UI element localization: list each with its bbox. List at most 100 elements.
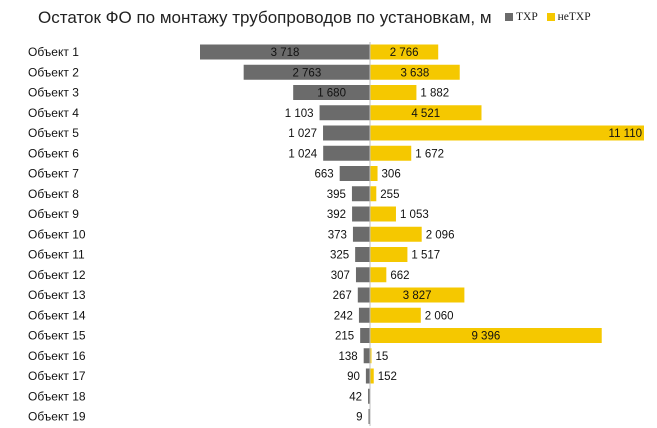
legend-label-nethr: неТХР [557, 11, 591, 23]
bar-nethr [370, 206, 396, 222]
bar-thr [339, 166, 370, 181]
data-label-thr: 1 027 [288, 128, 317, 140]
bar-nethr [370, 307, 421, 323]
bar-thr [368, 388, 370, 404]
bar-thr [368, 409, 370, 424]
data-label-thr: 307 [331, 270, 350, 282]
bar-thr [358, 307, 370, 323]
bar-nethr [370, 328, 602, 343]
category-label: Объект 7 [28, 167, 79, 181]
data-label-nethr: 1 882 [420, 88, 449, 100]
data-label-nethr: 4 521 [411, 108, 440, 120]
data-label-nethr: 11 110 [609, 128, 642, 140]
category-label: Объект 14 [28, 308, 86, 322]
data-label-thr: 1 024 [288, 148, 317, 160]
category-label: Объект 13 [28, 288, 86, 302]
bar-thr [200, 44, 370, 60]
data-label-nethr: 1 517 [411, 250, 440, 262]
bar-nethr [370, 105, 482, 121]
category-label: Объект 16 [28, 349, 86, 363]
bar-thr [243, 64, 370, 80]
data-label-thr: 373 [328, 229, 347, 241]
legend-item-nethr: неТХР [546, 11, 591, 23]
data-label-thr: 90 [347, 371, 360, 383]
category-label: Объект 3 [28, 86, 79, 100]
category-label: Объект 12 [28, 268, 86, 282]
bar-thr [352, 206, 370, 222]
data-label-nethr: 9 396 [471, 331, 500, 343]
bar-nethr [370, 348, 372, 364]
bar-nethr [370, 226, 422, 242]
bar-nethr [370, 85, 417, 100]
bar-thr [293, 85, 370, 100]
data-label-thr: 42 [349, 391, 362, 403]
data-label-nethr: 152 [378, 371, 397, 383]
data-label-thr: 392 [327, 209, 346, 221]
legend-item-thr: ТХР [505, 11, 538, 23]
data-label-thr: 1 103 [285, 108, 314, 120]
data-label-thr: 1 680 [317, 88, 346, 100]
category-label: Объект 10 [28, 227, 86, 241]
bar-nethr [370, 125, 644, 141]
bar-nethr [370, 186, 377, 202]
data-label-thr: 663 [314, 169, 333, 181]
bar-thr [319, 105, 370, 121]
category-label: Объект 17 [28, 369, 86, 383]
data-label-nethr: 1 053 [400, 209, 429, 221]
data-label-nethr: 2 096 [426, 229, 455, 241]
data-label-thr: 395 [327, 189, 346, 201]
bar-nethr [370, 64, 460, 80]
bar-nethr [370, 247, 408, 262]
bar-thr [352, 226, 370, 242]
data-label-thr: 325 [330, 250, 349, 262]
data-label-nethr: 3 827 [403, 290, 432, 302]
bar-nethr [370, 166, 378, 181]
data-label-thr: 138 [339, 351, 358, 363]
data-label-nethr: 2 060 [425, 310, 454, 322]
category-label: Объект 5 [28, 126, 79, 140]
data-label-nethr: 3 638 [400, 67, 429, 79]
data-label-nethr: 2 766 [390, 47, 419, 59]
legend-swatch-thr [505, 13, 513, 21]
bar-nethr [370, 44, 439, 60]
category-label: Объект 18 [28, 389, 86, 403]
category-label: Объект 15 [28, 329, 86, 343]
category-label: Объект 6 [28, 146, 79, 160]
data-label-thr: 3 718 [271, 47, 300, 59]
bar-nethr [370, 287, 465, 303]
bar-nethr [370, 145, 412, 161]
data-label-thr: 215 [335, 331, 354, 343]
category-label: Объект 9 [28, 207, 79, 221]
data-label-thr: 9 [356, 412, 362, 424]
bar-thr [323, 145, 370, 161]
data-label-nethr: 1 672 [415, 148, 444, 160]
category-label: Объект 2 [28, 65, 79, 79]
data-label-thr: 242 [334, 310, 353, 322]
category-label: Объект 8 [28, 187, 79, 201]
bar-thr [323, 125, 370, 141]
bar-thr [355, 247, 370, 262]
bar-thr [363, 348, 370, 364]
data-label-nethr: 662 [390, 270, 409, 282]
bar-thr [357, 287, 370, 303]
legend-label-thr: ТХР [516, 11, 538, 23]
data-label-nethr: 15 [376, 351, 389, 363]
data-label-nethr: 306 [382, 169, 401, 181]
chart-title: Остаток ФО по монтажу трубопроводов по у… [38, 8, 492, 27]
legend-swatch-nethr [546, 13, 555, 21]
bar-thr [355, 267, 370, 283]
legend: ТХР неТХР [505, 11, 597, 24]
bar-thr [351, 186, 370, 202]
category-label: Объект 1 [28, 45, 79, 59]
data-label-nethr: 255 [380, 189, 399, 201]
category-label: Объект 11 [28, 248, 85, 262]
data-label-thr: 267 [333, 290, 352, 302]
category-label: Объект 4 [28, 106, 79, 120]
category-label: Объект 19 [28, 410, 86, 424]
bar-thr [360, 328, 370, 343]
bar-nethr [370, 368, 374, 384]
bar-nethr [370, 267, 387, 283]
data-label-thr: 2 763 [292, 67, 321, 79]
